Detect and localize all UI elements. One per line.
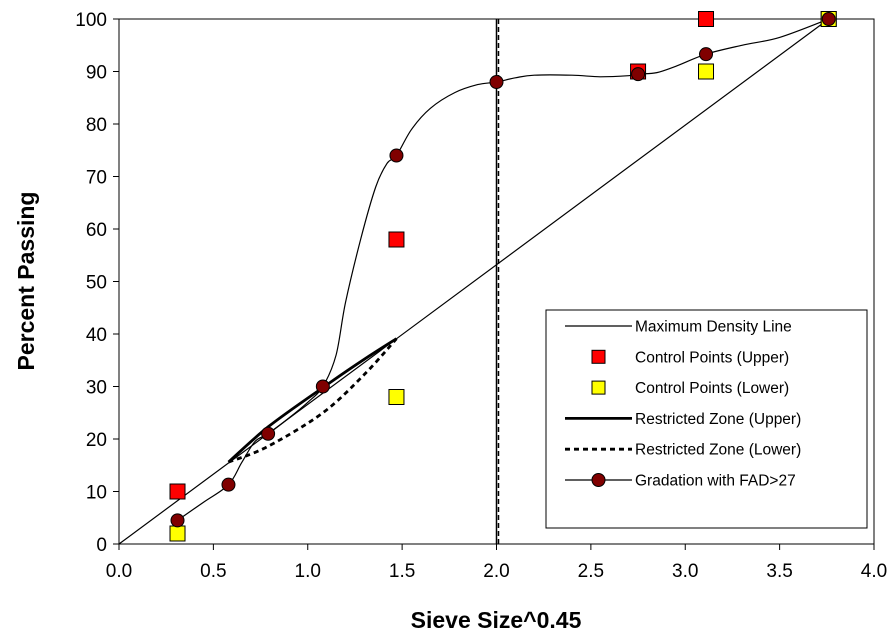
- gradation-point: [315, 379, 330, 394]
- gradation-point: [631, 67, 646, 82]
- legend-label: Restricted Zone (Lower): [635, 442, 801, 459]
- y-tick-label: 80: [86, 115, 107, 136]
- legend-label: Gradation with FAD>27: [635, 473, 796, 490]
- legend-label: Control Points (Upper): [635, 349, 789, 366]
- gradation-point: [489, 75, 504, 89]
- control-upper-point: [169, 483, 186, 500]
- vertical-marker-line: [495, 19, 500, 544]
- y-axis-title: Percent Passing: [13, 192, 39, 371]
- gradation-point: [261, 426, 276, 441]
- series-layer: [118, 11, 837, 545]
- gradation-point: [389, 148, 404, 163]
- x-axis-title: Sieve Size^0.45: [411, 607, 582, 633]
- x-tick-label: 1.0: [295, 561, 321, 582]
- x-tick-label: 3.0: [672, 561, 698, 582]
- series-line-restricted-lower: [227, 337, 398, 464]
- x-tick-label: 2.0: [483, 561, 509, 582]
- y-tick-label: 100: [75, 10, 107, 31]
- x-tick-label: 0.5: [200, 561, 226, 582]
- legend-swatch: [591, 473, 606, 487]
- legend-label: Maximum Density Line: [635, 319, 792, 336]
- y-tick-label: 70: [86, 168, 107, 189]
- gradation-point: [221, 477, 236, 492]
- x-tick-label: 3.5: [766, 561, 792, 582]
- y-tick-label: 90: [86, 63, 107, 84]
- gradation-point: [170, 513, 185, 528]
- control-lower-point: [169, 525, 186, 542]
- x-tick-label: 4.0: [861, 561, 887, 582]
- control-upper-point: [388, 231, 405, 248]
- x-tick-label: 1.5: [389, 561, 415, 582]
- y-tick-label: 10: [86, 483, 107, 504]
- x-tick-label: 0.0: [106, 561, 132, 582]
- y-tick-label: 0: [96, 535, 107, 556]
- y-tick-label: 50: [86, 273, 107, 294]
- legend-swatch: [591, 380, 606, 395]
- y-tick-label: 40: [86, 325, 107, 346]
- legend: Maximum Density Line Control Points (Uppe…: [545, 309, 868, 529]
- legend-label: Control Points (Lower): [635, 380, 789, 397]
- y-tick-label: 60: [86, 220, 107, 241]
- x-tick-label: 2.5: [578, 561, 604, 582]
- control-upper-point: [698, 11, 715, 27]
- legend-label: Restricted Zone (Upper): [635, 411, 801, 428]
- control-lower-point: [388, 389, 405, 405]
- gradation-point: [699, 47, 714, 62]
- gradation-point: [821, 12, 836, 26]
- y-tick-label: 20: [86, 430, 107, 451]
- axes-layer: 0.0 0.5 1.0 1.5 2.0 2.5 3.0 3.5 4.0 0 10 20 30 40 50 60…: [75, 10, 887, 582]
- legend-swatch: [591, 349, 606, 364]
- y-tick-label: 30: [86, 378, 107, 399]
- control-lower-point: [698, 63, 715, 80]
- series-line-max-density: [118, 18, 830, 545]
